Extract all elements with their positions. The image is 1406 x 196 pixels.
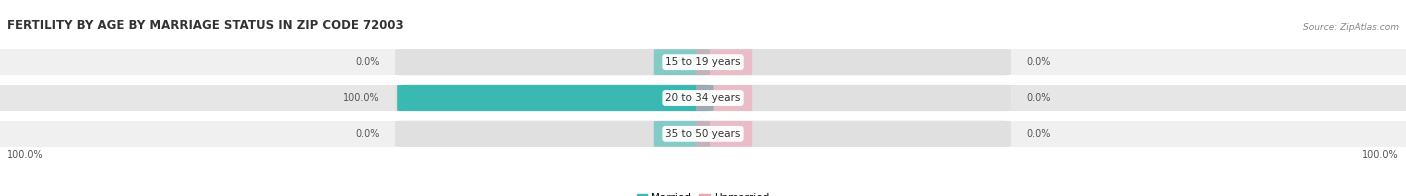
Text: 0.0%: 0.0% — [1026, 93, 1050, 103]
FancyBboxPatch shape — [395, 49, 1011, 75]
FancyBboxPatch shape — [696, 49, 752, 75]
Text: 100.0%: 100.0% — [343, 93, 380, 103]
FancyBboxPatch shape — [696, 121, 752, 147]
Text: 100.0%: 100.0% — [1362, 150, 1399, 160]
Text: 100.0%: 100.0% — [7, 150, 44, 160]
FancyBboxPatch shape — [654, 121, 710, 147]
FancyBboxPatch shape — [395, 85, 1011, 111]
Text: 35 to 50 years: 35 to 50 years — [665, 129, 741, 139]
Text: 0.0%: 0.0% — [356, 129, 380, 139]
Text: 15 to 19 years: 15 to 19 years — [665, 57, 741, 67]
Text: 0.0%: 0.0% — [356, 57, 380, 67]
FancyBboxPatch shape — [395, 121, 1011, 147]
Text: 20 to 34 years: 20 to 34 years — [665, 93, 741, 103]
FancyBboxPatch shape — [398, 85, 713, 111]
Text: 0.0%: 0.0% — [1026, 57, 1050, 67]
FancyBboxPatch shape — [0, 49, 1406, 75]
FancyBboxPatch shape — [654, 49, 710, 75]
Text: 0.0%: 0.0% — [1026, 129, 1050, 139]
FancyBboxPatch shape — [696, 85, 752, 111]
FancyBboxPatch shape — [0, 85, 1406, 111]
Text: FERTILITY BY AGE BY MARRIAGE STATUS IN ZIP CODE 72003: FERTILITY BY AGE BY MARRIAGE STATUS IN Z… — [7, 19, 404, 32]
Legend: Married, Unmarried: Married, Unmarried — [637, 193, 769, 196]
FancyBboxPatch shape — [0, 121, 1406, 147]
Text: Source: ZipAtlas.com: Source: ZipAtlas.com — [1303, 23, 1399, 32]
